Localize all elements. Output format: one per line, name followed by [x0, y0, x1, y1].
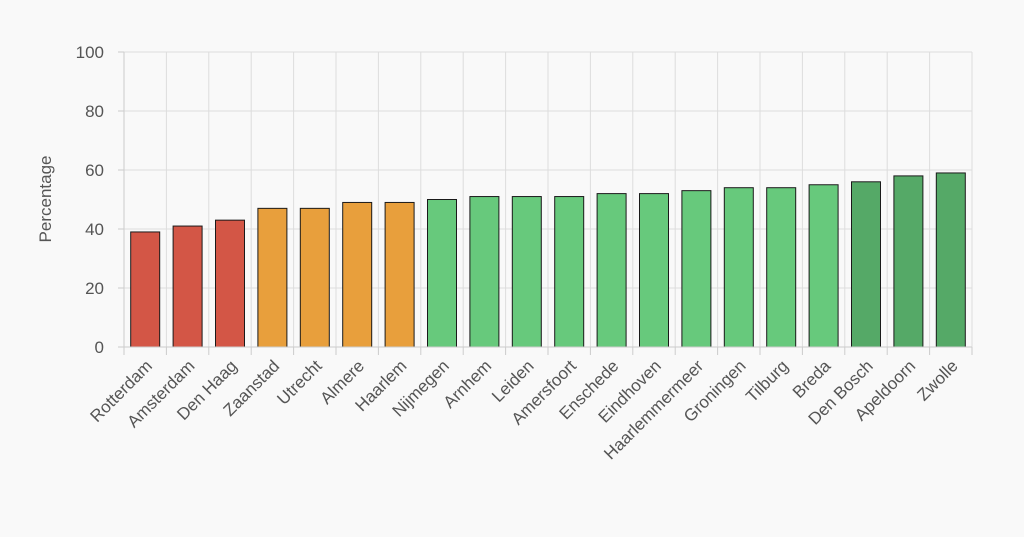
bar	[808, 184, 839, 348]
y-tick-label: 0	[95, 338, 104, 357]
y-tick-label: 40	[85, 220, 104, 239]
y-axis-title: Percentage	[36, 156, 55, 243]
bar	[893, 175, 924, 348]
bar	[766, 187, 797, 348]
bar-layer	[130, 172, 966, 348]
bar	[554, 196, 585, 348]
x-category-label: Arnhem	[440, 356, 496, 412]
bar	[130, 231, 161, 348]
y-tick-label: 80	[85, 102, 104, 121]
bar	[596, 193, 627, 348]
bar	[342, 201, 373, 348]
bar	[511, 196, 542, 348]
x-category-label: Tilburg	[742, 356, 792, 406]
bar	[172, 225, 203, 348]
bar	[681, 190, 712, 348]
grid-layer	[123, 51, 973, 347]
bar	[257, 207, 288, 348]
bar	[299, 207, 330, 348]
y-tick-label: 60	[85, 161, 104, 180]
y-tick-label: 100	[76, 43, 104, 62]
bar	[427, 199, 457, 348]
bar	[469, 196, 500, 348]
y-tick-label: 20	[85, 279, 104, 298]
bar	[215, 219, 245, 348]
bar	[935, 172, 966, 348]
bar	[851, 181, 881, 348]
axis-layer	[118, 51, 973, 355]
x-category-label: Utrecht	[273, 356, 325, 408]
bar	[723, 187, 754, 348]
bar	[384, 201, 415, 348]
x-category-label: Zwolle	[913, 356, 961, 404]
bar	[639, 193, 669, 348]
